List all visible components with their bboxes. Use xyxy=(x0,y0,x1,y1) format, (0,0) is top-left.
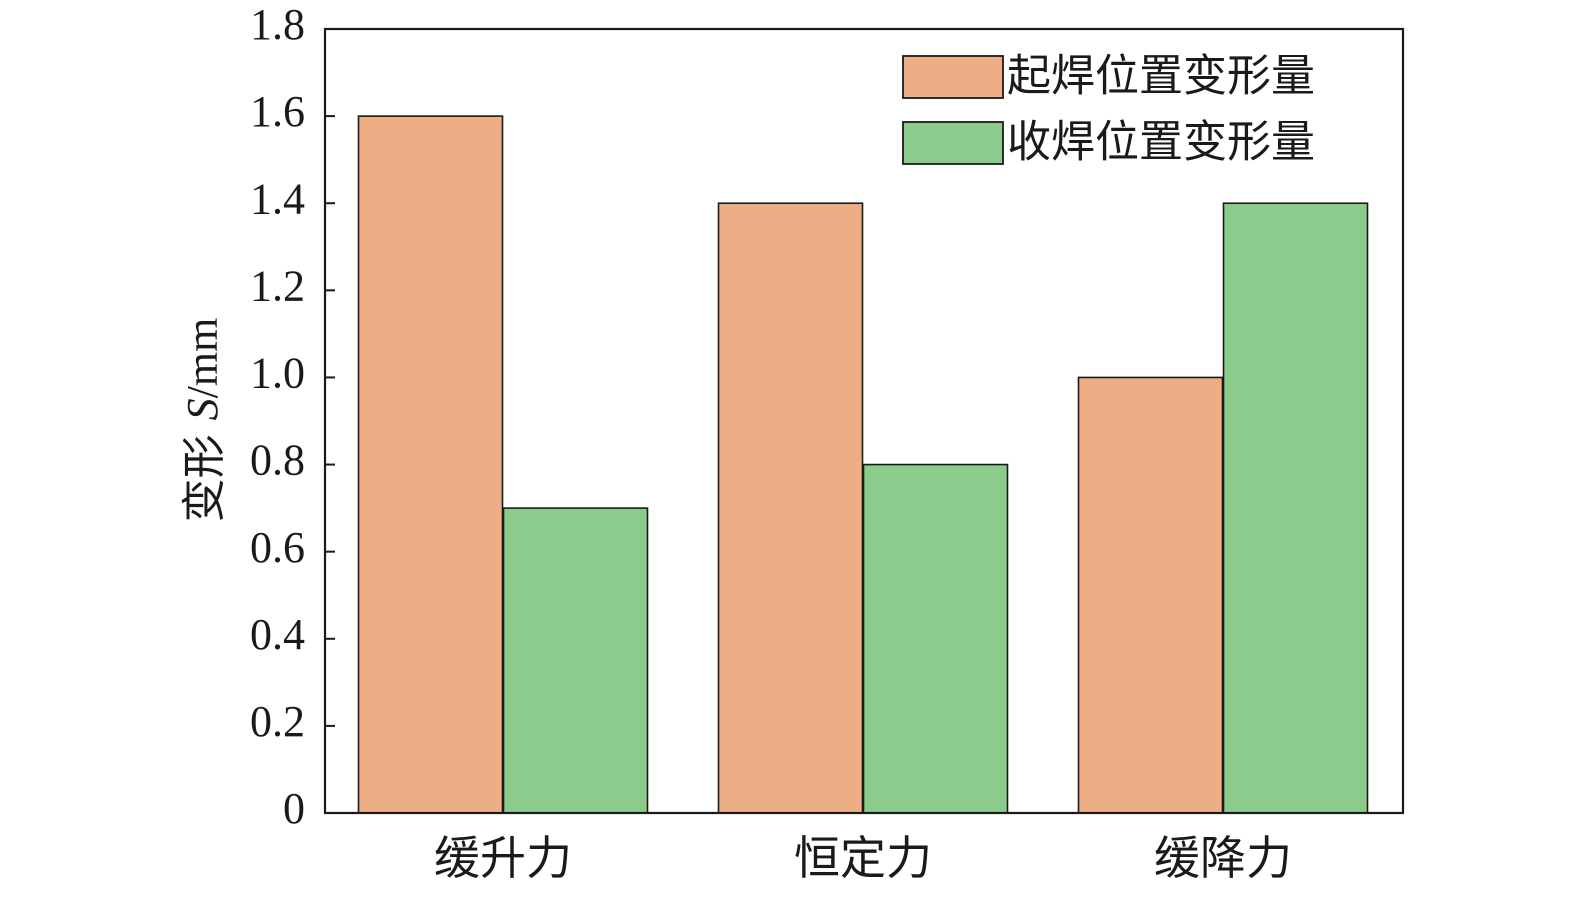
legend-label: 起焊位置变形量 xyxy=(1007,51,1315,102)
bar-end-3 xyxy=(1222,202,1369,814)
y-tick-label: 1.8 xyxy=(250,0,305,49)
x-ticks: 缓升力 恒定力 缓降力 xyxy=(434,803,1292,885)
y-tick-label: 1.2 xyxy=(250,261,305,310)
y-ticks: 0 0.2 0.4 0.6 0.8 1.0 1.2 1.4 1.6 1.8 xyxy=(250,0,335,833)
y-tick-label: 1.4 xyxy=(250,174,305,223)
bar-start-3 xyxy=(1077,376,1224,814)
y-axis-label-symbol: S xyxy=(178,398,227,420)
y-tick-label: 0 xyxy=(283,784,305,833)
bar-start-1 xyxy=(357,115,504,814)
bar-start-2 xyxy=(717,202,864,814)
legend-swatch xyxy=(902,121,1004,165)
y-tick-label: 0.8 xyxy=(250,436,305,485)
bars-layer xyxy=(357,115,1369,814)
bar-end-2 xyxy=(862,463,1009,814)
y-tick-label: 1.6 xyxy=(250,87,305,136)
y-tick-label: 1.0 xyxy=(250,349,305,398)
legend-label: 收焊位置变形量 xyxy=(1007,117,1315,168)
x-tick-label: 恒定力 xyxy=(794,831,932,885)
y-axis-label-prefix: 变形 xyxy=(179,420,230,522)
legend-swatch xyxy=(902,55,1004,99)
y-tick-label: 0.2 xyxy=(250,697,305,746)
bar-end-1 xyxy=(502,507,649,814)
y-axis-label-unit: /mm xyxy=(178,318,227,399)
y-tick-label: 0.6 xyxy=(250,523,305,572)
y-tick-label: 0.4 xyxy=(250,610,305,659)
x-tick-label: 缓升力 xyxy=(434,831,572,885)
y-axis-label: 变形 S/mm xyxy=(178,318,229,523)
x-tick-label: 缓降力 xyxy=(1154,831,1292,885)
